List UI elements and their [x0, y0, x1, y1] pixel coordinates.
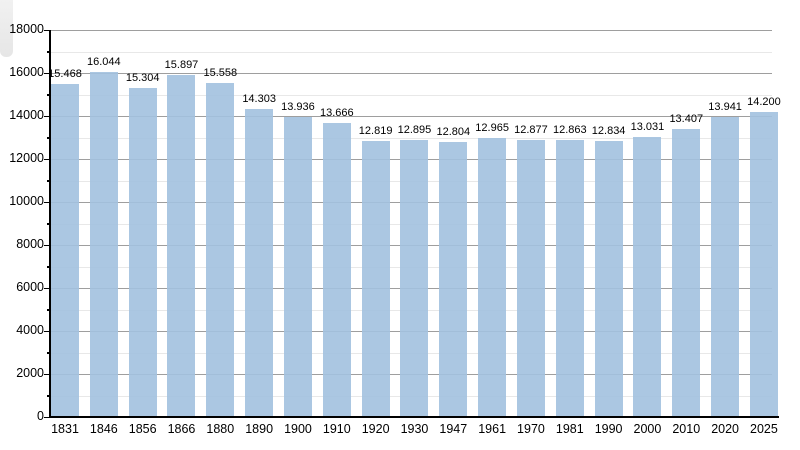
- y-major-tick: [44, 373, 50, 375]
- y-tick-label-4000: 4000: [16, 323, 44, 337]
- minor-gridline: [50, 94, 772, 96]
- x-tick-label-1970: 1970: [517, 422, 545, 436]
- bar-value-label: 12.804: [436, 125, 471, 138]
- x-tick-label-2010: 2010: [672, 422, 701, 436]
- minor-gridline: [50, 51, 772, 53]
- y-tick-label-18000: 18000: [9, 22, 44, 36]
- bar-1846: [89, 72, 118, 417]
- major-gridline: [50, 116, 772, 117]
- bar-value-label: 12.819: [358, 125, 393, 138]
- bar-1970: [516, 140, 545, 417]
- x-tick-label-2000: 2000: [633, 422, 662, 436]
- x-tick-label-1930: 1930: [400, 422, 429, 436]
- bar-value-label: 12.895: [397, 123, 432, 136]
- y-major-tick: [44, 201, 50, 203]
- bar-value-label: 13.936: [281, 101, 315, 114]
- y-tick-label-14000: 14000: [9, 108, 44, 122]
- bar-1981: [555, 140, 584, 417]
- bar-value-label: 15.304: [125, 71, 160, 84]
- bar-1930: [400, 139, 429, 417]
- x-tick-label-2025: 2025: [750, 422, 778, 436]
- x-axis: [48, 416, 779, 418]
- x-tick-label-1947: 1947: [439, 422, 468, 436]
- x-tick-label-1990: 1990: [594, 422, 623, 436]
- bar-1831: [51, 84, 79, 417]
- bar-value-label: 13.031: [630, 120, 665, 133]
- x-tick-label-1920: 1920: [361, 422, 390, 436]
- bar-value-label: 12.965: [475, 122, 509, 135]
- bar-value-label: 13.666: [319, 107, 354, 120]
- bar-value-label: 12.863: [552, 124, 587, 137]
- x-tick-label-1846: 1846: [89, 422, 118, 436]
- major-gridline: [50, 30, 772, 31]
- x-tick-label-1961: 1961: [478, 422, 507, 436]
- bar-value-label: 13.407: [669, 112, 704, 125]
- x-tick-label-1831: 1831: [51, 422, 79, 436]
- y-tick-label-8000: 8000: [16, 237, 44, 251]
- x-tick-label-1900: 1900: [284, 422, 312, 436]
- bar-value-label: 15.897: [164, 59, 199, 72]
- bar-1961: [478, 138, 507, 417]
- bar-value-label: 12.834: [591, 125, 626, 138]
- scrollbar-thumb-artifact: [0, 0, 13, 57]
- y-major-tick: [44, 244, 50, 246]
- bar-value-label: 13.941: [708, 101, 742, 114]
- bar-1910: [322, 123, 351, 417]
- bar-value-label: 16.044: [87, 56, 121, 69]
- y-tick-label-16000: 16000: [9, 65, 44, 79]
- bar-value-label: 15.558: [203, 66, 238, 79]
- y-tick-label-12000: 12000: [9, 151, 44, 165]
- bar-1920: [361, 141, 390, 417]
- y-major-tick: [44, 29, 50, 31]
- x-tick-label-1890: 1890: [245, 422, 274, 436]
- bar-1856: [128, 87, 157, 417]
- bar-1990: [594, 141, 623, 417]
- bar-1880: [206, 82, 235, 417]
- bar-value-label: 14.303: [242, 93, 276, 106]
- x-tick-label-1856: 1856: [128, 422, 157, 436]
- y-tick-label-10000: 10000: [9, 194, 44, 208]
- x-tick-label-1981: 1981: [555, 422, 584, 436]
- bar-value-label: 15.468: [48, 68, 82, 81]
- y-major-tick: [44, 115, 50, 117]
- bar-1900: [283, 117, 312, 417]
- bar-value-label: 14.200: [747, 95, 781, 108]
- y-tick-label-0: 0: [37, 409, 44, 423]
- bar-1947: [439, 141, 468, 417]
- bar-1866: [167, 75, 196, 417]
- bar-2025: [749, 111, 778, 417]
- x-tick-label-1910: 1910: [322, 422, 351, 436]
- y-tick-label-2000: 2000: [16, 366, 44, 380]
- x-tick-label-2020: 2020: [711, 422, 740, 436]
- y-major-tick: [44, 416, 50, 418]
- bar-2010: [672, 128, 701, 417]
- y-axis: [48, 30, 51, 418]
- y-tick-label-6000: 6000: [16, 280, 44, 294]
- y-major-tick: [44, 287, 50, 289]
- bar-2000: [633, 136, 662, 417]
- bar-2020: [711, 117, 740, 417]
- y-major-tick: [44, 158, 50, 160]
- y-major-tick: [44, 330, 50, 332]
- x-tick-label-1866: 1866: [167, 422, 196, 436]
- bar-value-label: 12.877: [514, 124, 548, 137]
- x-tick-label-1880: 1880: [206, 422, 235, 436]
- minor-gridline: [50, 137, 772, 139]
- bar-1890: [245, 109, 274, 417]
- y-major-tick: [44, 72, 50, 74]
- major-gridline: [50, 73, 772, 74]
